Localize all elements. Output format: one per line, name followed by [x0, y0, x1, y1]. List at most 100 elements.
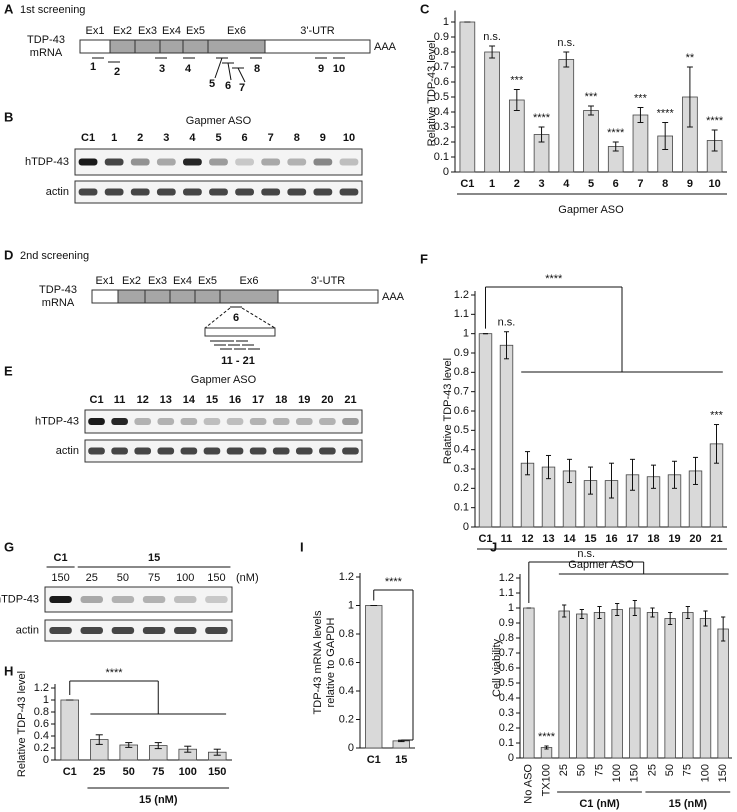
y-tick-label: 0 [508, 752, 514, 764]
band [180, 447, 198, 455]
band [111, 627, 135, 634]
exon-label: Ex5 [198, 275, 217, 287]
band [319, 447, 336, 455]
exon [207, 39, 266, 54]
x-tick-label: 150 [717, 764, 729, 782]
band [287, 158, 307, 166]
x-tick-label: 1 [489, 178, 495, 190]
aso-label: 1 [90, 61, 96, 73]
x-tick-label: C1 [63, 766, 77, 778]
gene-label: mRNA [42, 297, 75, 309]
lane-label: 12 [137, 394, 149, 406]
x-axis-label: Gapmer ASO [558, 204, 624, 216]
blot-strip [84, 439, 363, 463]
y-tick-label: 1.2 [34, 682, 49, 694]
bar [558, 610, 570, 759]
blot-title: Gapmer ASO [191, 374, 257, 386]
panel-title: 2nd screening [20, 250, 89, 262]
lane-group: C1 [54, 552, 68, 564]
bar [611, 609, 623, 759]
y-tick-label: 0.1 [499, 737, 514, 749]
exon [264, 39, 371, 54]
x-axis-label: Gapmer ASO [568, 559, 634, 571]
x-tick-label: 6 [613, 178, 619, 190]
bracket-label: n.s. [577, 548, 595, 560]
y-tick-label: 0.5 [454, 424, 469, 436]
y-tick-label: 1.2 [454, 289, 469, 301]
x-tick-label: 20 [689, 533, 701, 545]
y-tick-label: 0.9 [434, 31, 449, 43]
y-tick-label: 0.8 [499, 632, 514, 644]
exon-label: Ex2 [113, 25, 132, 37]
band [203, 418, 221, 425]
bar [699, 618, 712, 759]
y-axis-label: relative to GAPDH [325, 618, 337, 708]
poly-a: AAA [374, 41, 397, 53]
significance: ** [686, 52, 695, 64]
y-tick-label: 0.2 [34, 742, 49, 754]
bar [459, 21, 476, 173]
poly-a: AAA [382, 291, 405, 303]
panel-letter: G [4, 539, 14, 554]
exon [79, 39, 111, 54]
band [249, 418, 267, 425]
exon-label: 3'-UTR [300, 25, 335, 37]
exon [134, 39, 161, 54]
band [235, 158, 254, 166]
exon-label: Ex4 [162, 25, 181, 37]
y-tick-label: 1 [508, 602, 514, 614]
band [142, 627, 166, 634]
lane-label: 3 [163, 132, 169, 144]
x-tick-label: 14 [563, 533, 576, 545]
x-tick-label: 8 [662, 178, 668, 190]
x-tick-label: 19 [668, 533, 680, 545]
bar [60, 699, 80, 761]
band [78, 188, 98, 196]
x-tick-label: 17 [626, 533, 638, 545]
band [111, 418, 128, 425]
lane-label: 16 [229, 394, 241, 406]
x-tick-label: 50 [576, 764, 588, 776]
panel-letter: F [420, 251, 428, 266]
x-tick-label: C1 [460, 178, 474, 190]
y-tick-label: 0.2 [454, 482, 469, 494]
y-tick-label: 0.1 [454, 502, 469, 514]
y-tick-label: 1.2 [339, 571, 354, 583]
x-tick-label: 100 [179, 766, 197, 778]
exon [159, 39, 184, 54]
lane-label: 5 [215, 132, 221, 144]
y-axis-label: Relative TDP-43 level [16, 671, 28, 777]
panel-title: 1st screening [20, 4, 85, 16]
lane-label: 2 [137, 132, 143, 144]
panel-letter: H [4, 663, 13, 678]
y-tick-label: 0.3 [499, 707, 514, 719]
band [183, 188, 202, 196]
bar [717, 628, 729, 759]
aso-connector [214, 57, 223, 79]
exon [194, 289, 221, 304]
y-tick-label: 0.6 [339, 656, 354, 668]
band [157, 447, 175, 455]
x-tick-label: 10 [709, 178, 721, 190]
x-tick-label: 100 [699, 764, 711, 782]
band [174, 627, 197, 634]
band [342, 447, 359, 455]
band [180, 418, 198, 425]
bar [664, 618, 676, 759]
aso-label: 8 [254, 63, 260, 75]
significance: *** [585, 91, 599, 103]
band [104, 158, 124, 166]
y-tick-label: 0.3 [454, 463, 469, 475]
zoom-box [204, 327, 276, 337]
zoom [204, 307, 231, 329]
x-tick-label: 3 [538, 178, 544, 190]
x-tick-label: 21 [710, 533, 722, 545]
exon [219, 289, 279, 304]
row-label: actin [56, 445, 79, 457]
exon [169, 289, 196, 304]
x-tick-label: 16 [605, 533, 617, 545]
significance: n.s. [557, 37, 575, 49]
lane-label: 4 [189, 132, 196, 144]
x-tick-label: 11 [501, 533, 513, 545]
y-tick-label: 0.6 [454, 405, 469, 417]
